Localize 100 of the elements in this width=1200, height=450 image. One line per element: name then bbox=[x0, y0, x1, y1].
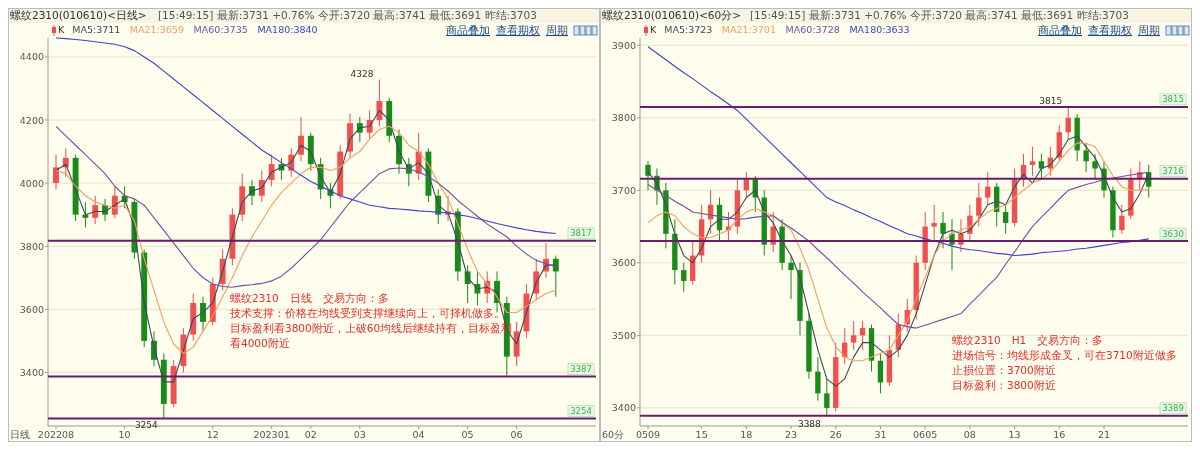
legend-label: K bbox=[650, 24, 657, 35]
y-tick-label: 3400 bbox=[19, 366, 44, 378]
chart-title: 螺纹2310(010610)<60分> bbox=[602, 9, 741, 21]
candlestick bbox=[376, 79, 383, 127]
candlestick bbox=[258, 169, 265, 203]
annotation: 4328 bbox=[350, 68, 374, 79]
candlestick bbox=[200, 296, 206, 332]
candlestick bbox=[877, 352, 884, 394]
y-tick-label: 4200 bbox=[19, 114, 44, 126]
chart-subtitle: [15:49:15] 最新:3731 +0.76% 今开:3720 最高:3741 最低:3691 昨结:3703 bbox=[158, 9, 537, 21]
candlestick bbox=[931, 204, 937, 242]
x-tick-label: 21 bbox=[1097, 429, 1111, 440]
candlestick bbox=[298, 116, 304, 162]
text: MA5:3723 bbox=[664, 24, 713, 35]
candlestick bbox=[1092, 153, 1098, 180]
text: 商品叠加 bbox=[446, 24, 490, 36]
y-tick-label: 4000 bbox=[19, 177, 44, 189]
annotation: 技术支撑：价格在均线受到支撑继续向上，可择机做多。 bbox=[229, 307, 505, 319]
y-tick-label: 3400 bbox=[611, 402, 636, 414]
candlestick bbox=[645, 160, 651, 191]
candlestick bbox=[940, 211, 946, 249]
annotation: 目标盈利看3800附近，上破60均线后继续持有，目标盈利 bbox=[230, 322, 513, 334]
x-axis-title: 60分 bbox=[602, 429, 625, 440]
candlestick bbox=[1083, 142, 1089, 173]
line-series bbox=[55, 37, 557, 235]
x-tick-label: 31 bbox=[874, 429, 887, 440]
candlestick bbox=[1119, 204, 1125, 235]
candlestick bbox=[1029, 146, 1036, 177]
annotation: 螺纹2310 日线 交易方向：多 bbox=[230, 292, 389, 304]
annotation: 止损位置：3700附近 bbox=[952, 364, 1056, 376]
candlestick bbox=[82, 201, 89, 228]
annotation: 目标盈利：3800附近 bbox=[952, 379, 1056, 391]
line-series bbox=[55, 125, 557, 288]
x-tick-label: 16 bbox=[1053, 429, 1066, 440]
text: 查看期权 bbox=[496, 24, 540, 36]
x-tick-label: 0605 bbox=[913, 429, 938, 440]
x-tick-label: 12 bbox=[206, 429, 219, 440]
y-tick-label: 3600 bbox=[611, 257, 636, 269]
x-tick-label: 202301 bbox=[253, 429, 290, 440]
legend-label: K bbox=[58, 24, 65, 35]
ref-line-label: 3815 bbox=[1162, 94, 1184, 105]
candlestick bbox=[850, 320, 857, 351]
text: MA60:3735 bbox=[193, 24, 248, 35]
annotation: 看4000附近 bbox=[230, 337, 290, 349]
ref-line-label: 3387 bbox=[570, 363, 592, 374]
candlestick bbox=[788, 255, 794, 300]
ref-line-label: 3817 bbox=[570, 228, 592, 239]
x-tick-label: 13 bbox=[1008, 429, 1021, 440]
candlestick bbox=[976, 182, 982, 228]
annotation: 3254 bbox=[134, 420, 159, 431]
line-series bbox=[647, 46, 1150, 257]
y-tick-label: 4400 bbox=[19, 51, 44, 63]
candlestick bbox=[1002, 204, 1009, 235]
text: 周期 bbox=[1138, 24, 1160, 36]
text: 商品叠加 bbox=[1038, 24, 1082, 36]
candlestick bbox=[824, 378, 830, 418]
x-tick-label: 202208 bbox=[37, 429, 75, 440]
annotation: 进场信号：均线形成金叉，可在3710附近做多 bbox=[952, 349, 1177, 361]
candlestick bbox=[1065, 106, 1071, 141]
x-tick-label: 23 bbox=[785, 429, 798, 440]
x-tick-label: 08 bbox=[963, 429, 976, 440]
x-tick-label: 15 bbox=[695, 429, 708, 440]
x-tick-label: 05 bbox=[461, 429, 474, 440]
text: MA180:3633 bbox=[849, 24, 910, 35]
line-series bbox=[55, 125, 557, 354]
x-tick-label: 02 bbox=[304, 429, 317, 440]
x-tick-label: 06 bbox=[510, 429, 523, 440]
candlestick bbox=[985, 171, 991, 206]
y-tick-label: 3800 bbox=[611, 112, 636, 124]
annotation: 螺纹2310 H1 交易方向：多 bbox=[952, 334, 1104, 346]
x-tick-label: 0509 bbox=[635, 429, 661, 440]
text: MA21:3659 bbox=[129, 24, 184, 35]
ref-line-label: 3716 bbox=[1162, 166, 1184, 177]
candlestick bbox=[681, 262, 687, 293]
text: 周期 bbox=[546, 24, 568, 36]
candlestick bbox=[53, 154, 59, 190]
candlestick bbox=[474, 270, 481, 306]
x-tick-label: 18 bbox=[740, 429, 753, 440]
text: MA60:3728 bbox=[785, 24, 840, 35]
text: MA180:3840 bbox=[257, 24, 318, 35]
x-tick-label: 04 bbox=[412, 429, 425, 440]
candlestick bbox=[1038, 153, 1045, 180]
annotation: 3815 bbox=[1039, 95, 1063, 106]
ref-line-label: 3630 bbox=[1162, 228, 1184, 239]
y-tick-label: 3800 bbox=[19, 240, 44, 252]
candlestick bbox=[92, 195, 99, 225]
chart-subtitle: [15:49:15] 最新:3731 +0.76% 今开:3720 最高:3741 最低:3691 昨结:3703 bbox=[750, 9, 1129, 21]
text: 查看期权 bbox=[1088, 24, 1132, 36]
chart-title: 螺纹2310(010610)<日线> bbox=[10, 9, 147, 21]
x-tick-label: 03 bbox=[353, 429, 366, 440]
y-tick-label: 3600 bbox=[19, 303, 44, 315]
y-tick-label: 3900 bbox=[611, 39, 636, 51]
candlestick bbox=[770, 211, 776, 253]
candlestick bbox=[859, 320, 866, 351]
x-tick-label: 10 bbox=[118, 429, 131, 440]
text: MA21:3701 bbox=[721, 24, 776, 35]
candlestick bbox=[356, 116, 363, 143]
candlestick bbox=[815, 356, 821, 402]
y-tick-label: 3500 bbox=[611, 329, 636, 341]
annotation: 3388 bbox=[797, 418, 822, 429]
